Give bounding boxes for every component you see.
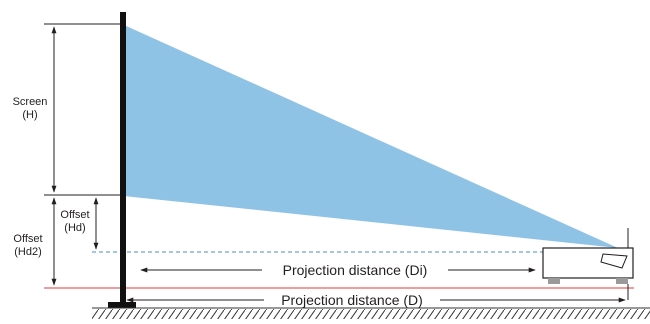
- offset-hd2-label: Offset: [13, 233, 42, 245]
- offset-hd-label: Offset: [60, 209, 89, 221]
- offset-hd2-sub-label: (Hd2): [14, 246, 42, 258]
- projection-screen: [120, 12, 126, 304]
- projector: [542, 228, 634, 300]
- ground-hatching: [92, 309, 650, 319]
- screen-label: Screen: [13, 96, 48, 108]
- distance-d-label: Projection distance (D): [281, 292, 423, 308]
- offset-hd-sub-label: (Hd): [64, 222, 85, 234]
- screen-base: [108, 302, 136, 308]
- distance-di-label: Projection distance (Di): [283, 262, 428, 278]
- screen-h-label: (H): [22, 109, 37, 121]
- projection-beam: [124, 25, 618, 248]
